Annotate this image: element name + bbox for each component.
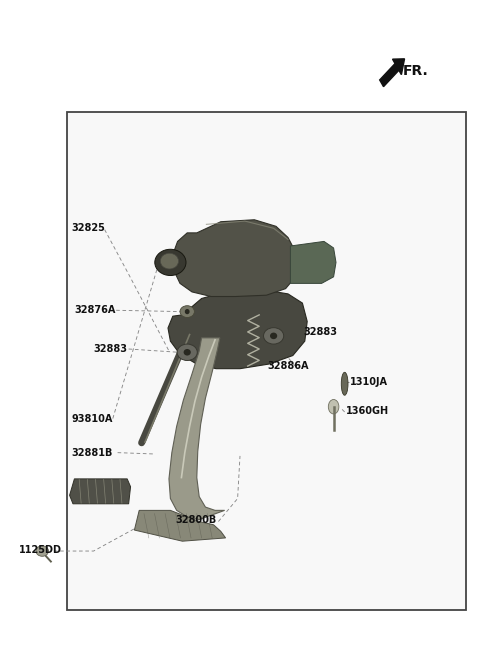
Text: 32881B: 32881B <box>71 447 112 458</box>
Polygon shape <box>134 510 226 541</box>
Text: 1125DD: 1125DD <box>19 544 62 555</box>
Text: 32883: 32883 <box>94 344 128 354</box>
Text: 93810A: 93810A <box>71 413 112 424</box>
Ellipse shape <box>270 333 277 339</box>
Polygon shape <box>290 241 336 283</box>
Text: 1310JA: 1310JA <box>350 377 388 387</box>
Text: 1360GH: 1360GH <box>346 405 389 416</box>
Ellipse shape <box>180 306 194 318</box>
Text: 32886A: 32886A <box>268 361 309 371</box>
Ellipse shape <box>155 249 186 276</box>
Text: 32800B: 32800B <box>175 515 216 525</box>
Ellipse shape <box>341 372 348 395</box>
Polygon shape <box>173 220 298 297</box>
Ellipse shape <box>177 344 197 361</box>
Ellipse shape <box>185 309 190 314</box>
Text: 32876A: 32876A <box>74 304 116 315</box>
Ellipse shape <box>36 546 48 556</box>
Polygon shape <box>70 479 131 504</box>
Ellipse shape <box>328 400 339 414</box>
Bar <box>67 112 466 610</box>
Text: 32825: 32825 <box>71 223 105 234</box>
Polygon shape <box>168 290 307 369</box>
Ellipse shape <box>264 328 284 344</box>
Polygon shape <box>169 338 225 520</box>
Ellipse shape <box>160 253 179 269</box>
FancyArrow shape <box>380 59 405 87</box>
Ellipse shape <box>184 349 191 356</box>
Text: 32883: 32883 <box>304 327 338 337</box>
Text: FR.: FR. <box>403 64 429 78</box>
